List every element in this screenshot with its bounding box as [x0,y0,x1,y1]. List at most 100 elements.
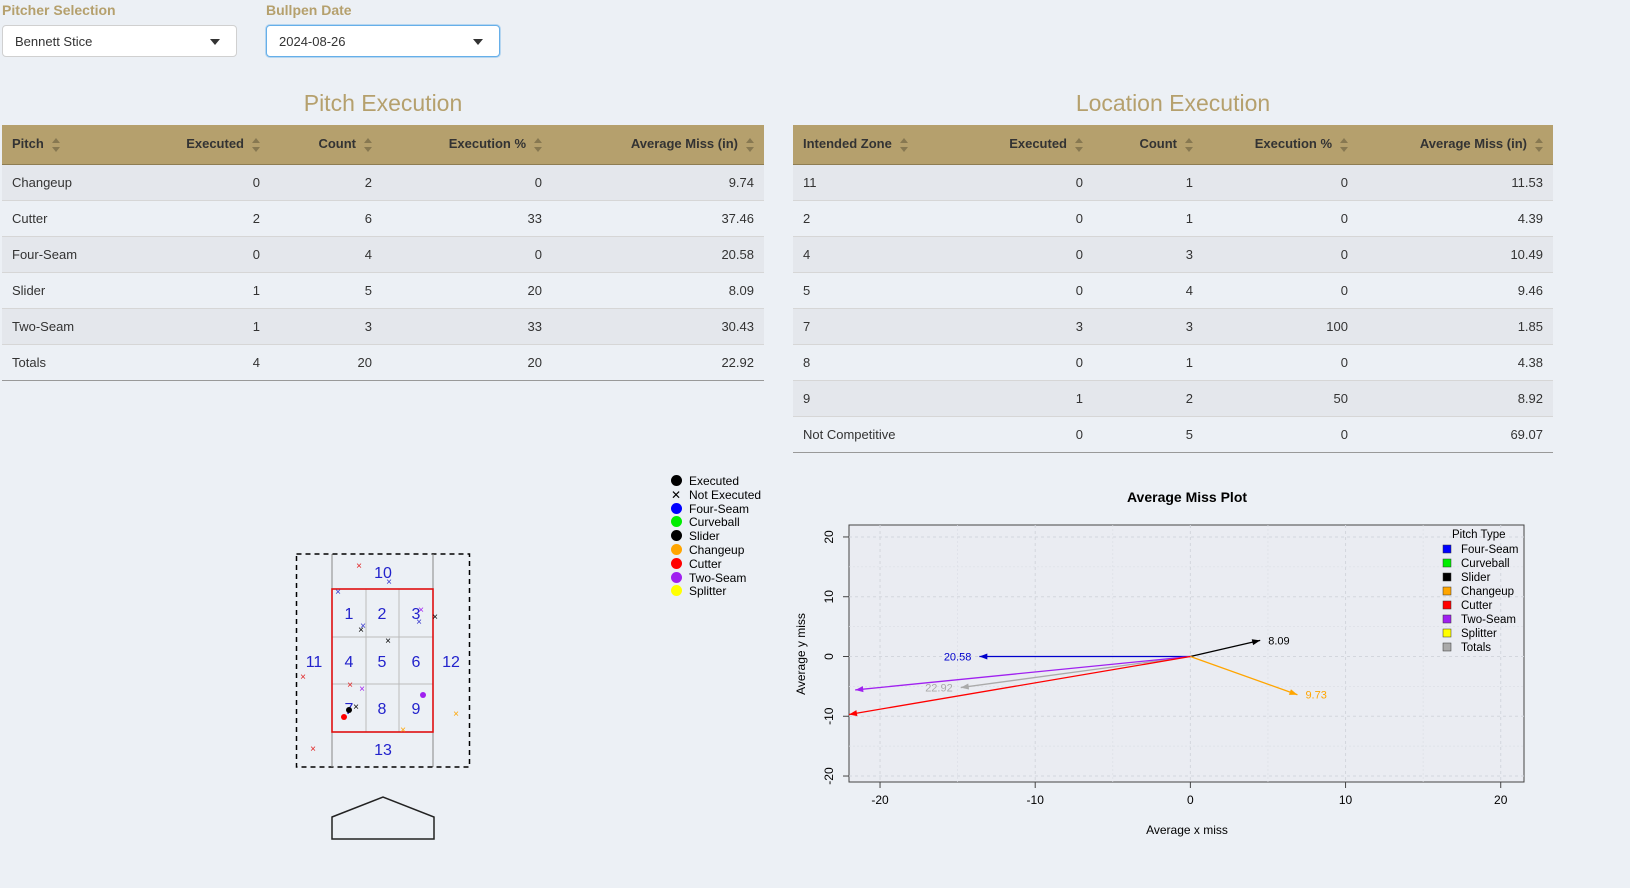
arrow-head [1288,689,1298,695]
bullpen-date-value: 2024-08-26 [279,34,346,49]
zone-legend-label: Slider [689,529,720,544]
column-header[interactable]: Executed [963,125,1093,165]
column-header[interactable]: Count [1093,125,1203,165]
table-row: 2 0 1 0 4.39 [793,199,1553,236]
zone-legend-label: Two-Seam [689,570,747,585]
zone-outer-boundary [295,553,471,768]
arrow-head [1251,639,1261,646]
table-row: Two-Seam 1 3 33 30.43 [2,307,764,344]
zone-legend-label: Changeup [689,542,745,557]
table-cell: 0 [1203,343,1358,380]
sort-icon[interactable] [1185,138,1193,153]
zone-label: 10 [374,565,392,582]
table-cell: 1 [1093,343,1203,380]
zone-label: 8 [378,701,387,718]
zone-legend-item: Slider [671,529,761,544]
zone-label: 11 [306,654,323,671]
pitch-marker-four-seam: × [360,621,366,632]
zone-legend-item: Curveball [671,515,761,530]
column-header[interactable]: Intended Zone [793,125,963,165]
dot-icon [671,543,682,555]
column-header[interactable]: Execution % [382,125,552,165]
dot-icon [671,475,682,486]
legend-label: Totals [1461,642,1491,654]
bullpen-date-select[interactable]: 2024-08-26 [266,25,500,57]
arrow-label: 22.92 [925,683,953,695]
table-cell: 50 [1203,379,1358,416]
table-cell: 0 [1203,271,1358,308]
pitcher-select[interactable]: Bennett Stice [2,25,237,57]
sort-icon[interactable] [899,138,908,153]
arrow-head [849,710,858,717]
pitch-marker-two-seam [420,692,426,698]
sort-icon[interactable] [364,138,372,153]
sort-icon[interactable] [51,138,60,153]
column-header[interactable]: Pitch [2,125,125,165]
zone-legend-item: Two-Seam [671,570,761,586]
column-header-label: Count [318,136,356,152]
table-row: Not Competitive 0 5 0 69.07 [793,415,1553,453]
location-execution-title: Location Execution [1075,90,1271,116]
x-axis-label: Average x miss [1146,823,1228,837]
column-header[interactable]: Average Miss (in) [552,125,764,165]
table-cell: 69.07 [1358,415,1553,453]
table-cell: 1 [1093,199,1203,236]
table-cell: 4.39 [1358,199,1553,236]
table-cell: 2 [1093,379,1203,416]
pitch-marker-changeup: × [453,709,459,720]
table-cell: 7 [793,307,963,344]
column-header[interactable]: Executed [125,125,270,165]
y-tick-label: -10 [822,707,836,725]
x-mark-icon: ✕ [671,487,682,502]
dot-icon [671,516,682,528]
arrow-head [855,686,864,693]
column-header-label: Execution % [1254,136,1332,152]
table-cell: 0 [1203,163,1358,200]
table-cell: 4.38 [1358,343,1553,380]
column-header[interactable]: Count [270,125,382,165]
zone-legend-label: Executed [689,474,740,488]
zone-legend-item: Cutter [671,557,761,572]
column-header[interactable]: Average Miss (in) [1358,125,1553,165]
chevron-down-icon [473,39,483,45]
table-row: 7 3 3 100 1.85 [793,307,1553,344]
table-cell: 20.58 [552,235,764,272]
table-cell: 3 [963,307,1093,344]
sort-icon[interactable] [1340,138,1348,153]
legend-label: Two-Seam [1461,614,1516,626]
location-execution-table: Intended Zone Executed Count Execution % Ave… [793,125,1553,453]
zone-legend-item: Four-Seam [671,502,761,517]
sort-icon[interactable] [534,138,542,153]
dot-icon [671,530,682,542]
x-tick-label: 20 [1494,793,1508,807]
table-cell: 1 [125,307,270,344]
sort-icon[interactable] [252,138,260,153]
zone-legend-label: Splitter [689,584,727,599]
table-cell: 33 [382,307,552,344]
sort-icon[interactable] [746,138,754,153]
table-cell: 3 [1093,235,1203,272]
table-cell: 0 [1203,235,1358,272]
legend-label: Curveball [1461,558,1510,570]
x-tick-label: -10 [1027,793,1045,807]
table-cell: 0 [963,163,1093,200]
dot-icon [671,571,682,583]
table-cell: 1.85 [1358,307,1553,344]
legend-swatch [1442,544,1452,554]
table-row: Slider 1 5 20 8.09 [2,271,764,308]
sort-icon[interactable] [1535,138,1543,153]
y-tick-label: -20 [822,767,836,785]
sort-icon[interactable] [1075,138,1083,153]
column-header[interactable]: Execution % [1203,125,1358,165]
y-tick-label: 10 [822,590,836,604]
arrow-label: 20.58 [944,651,972,663]
column-header-label: Average Miss (in) [1419,136,1527,152]
pitch-marker-slider [346,707,352,713]
table-cell: Cutter [2,199,125,236]
legend-swatch [1442,586,1452,596]
table-cell: 0 [963,271,1093,308]
pitch-marker-slider: × [385,636,391,647]
average-miss-chart: Average Miss Plot -20 -10 0 10 20 -20 -10 0 10 20… [794,489,1525,837]
zone-label: 1 [345,606,354,623]
arrow-label: 9.73 [1305,690,1326,702]
